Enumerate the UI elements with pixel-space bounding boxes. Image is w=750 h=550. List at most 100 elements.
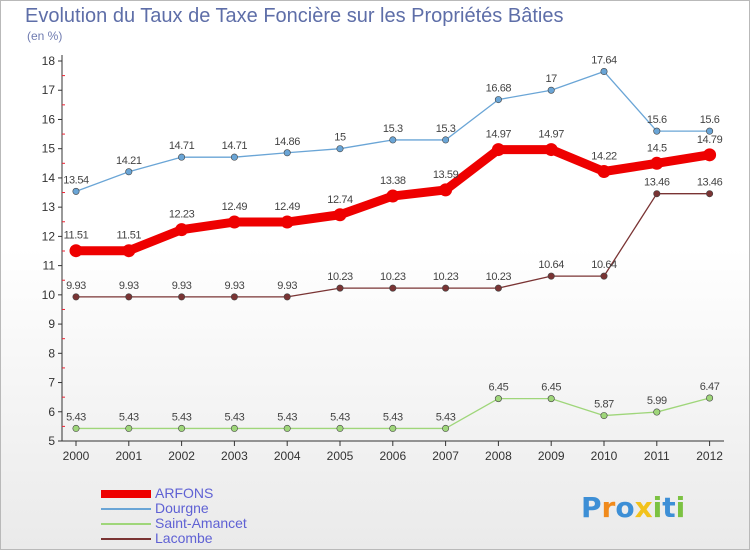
data-point (72, 424, 80, 432)
data-point (547, 272, 555, 280)
data-point (125, 424, 133, 432)
data-point (178, 153, 186, 161)
legend-swatch (101, 523, 151, 525)
data-point (178, 424, 186, 432)
data-label: 14.22 (591, 150, 617, 162)
data-label: 9.93 (66, 280, 86, 292)
data-label: 5.87 (594, 399, 614, 411)
data-point (389, 136, 397, 144)
x-tick-label: 2012 (696, 449, 723, 463)
x-tick-label: 2006 (379, 449, 406, 463)
data-point (283, 293, 291, 301)
x-tick-label: 2003 (221, 449, 248, 463)
data-point (178, 293, 186, 301)
x-tick-label: 2004 (274, 449, 301, 463)
legend-label: Lacombe (155, 530, 213, 546)
logo-letter: x (634, 491, 653, 524)
data-label: 5.43 (66, 411, 86, 423)
data-label: 11.51 (116, 230, 141, 242)
data-point (442, 136, 450, 144)
chart-title: Evolution du Taux de Taxe Foncière sur l… (25, 5, 564, 27)
data-label: 17.64 (591, 55, 617, 67)
data-label: 14.5 (647, 142, 667, 154)
data-point (227, 215, 241, 229)
data-label: 15.3 (383, 123, 403, 135)
data-point (125, 168, 133, 176)
y-tick-label: 7 (48, 376, 55, 390)
data-label: 14.71 (169, 140, 195, 152)
legend-label: Dourgne (155, 500, 209, 516)
logo-letter: r (601, 491, 616, 524)
data-label: 14.71 (222, 140, 248, 152)
x-tick-label: 2010 (591, 449, 618, 463)
data-label: 13.59 (433, 169, 459, 181)
data-point (706, 394, 714, 402)
data-point (706, 127, 714, 135)
legend-swatch (101, 538, 151, 540)
y-tick-label: 10 (42, 288, 56, 302)
y-tick-label: 5 (48, 434, 55, 448)
data-label: 13.38 (380, 175, 406, 187)
data-label: 15.6 (700, 114, 720, 126)
y-tick-label: 17 (42, 83, 56, 97)
data-label: 17 (545, 73, 557, 85)
data-point (230, 293, 238, 301)
data-label: 6.45 (488, 382, 508, 394)
data-point (442, 284, 450, 292)
data-point (494, 395, 502, 403)
data-label: 10.23 (327, 271, 353, 283)
legend-swatch (101, 490, 151, 498)
data-label: 12.74 (327, 194, 353, 206)
y-tick-label: 12 (42, 229, 56, 243)
legend-item-dourgne: Dourgne (101, 500, 321, 516)
data-point (283, 149, 291, 157)
data-point (547, 86, 555, 94)
y-tick-label: 6 (48, 405, 55, 419)
data-label: 14.97 (486, 129, 512, 141)
data-label: 5.43 (277, 411, 297, 423)
data-label: 13.46 (697, 177, 723, 189)
data-point (597, 164, 611, 178)
data-label: 16.68 (486, 83, 512, 95)
data-label: 9.93 (277, 280, 297, 292)
data-label: 15.6 (647, 114, 667, 126)
data-label: 10.64 (538, 259, 564, 271)
data-point (283, 424, 291, 432)
data-point (280, 215, 294, 229)
data-label: 10.23 (380, 271, 406, 283)
legend-label: ARFONS (155, 485, 214, 501)
y-tick-label: 8 (48, 346, 55, 360)
data-label: 5.43 (119, 411, 139, 423)
data-label: 5.43 (330, 411, 350, 423)
data-point (547, 395, 555, 403)
data-label: 5.43 (172, 411, 192, 423)
data-point (389, 284, 397, 292)
data-label: 10.23 (433, 271, 459, 283)
data-point (600, 412, 608, 420)
data-point (653, 127, 661, 135)
data-point (333, 208, 347, 222)
data-point (544, 143, 558, 157)
proxiti-logo: Proxiti (581, 491, 685, 524)
data-point (69, 244, 83, 258)
y-tick-label: 14 (42, 171, 56, 185)
x-tick-label: 2001 (115, 449, 142, 463)
data-label: 10.23 (486, 271, 512, 283)
legend-swatch (101, 508, 151, 510)
data-point (386, 189, 400, 203)
data-label: 12.49 (274, 201, 300, 213)
data-label: 9.93 (119, 280, 139, 292)
data-label: 9.93 (172, 280, 192, 292)
x-tick-label: 2005 (327, 449, 354, 463)
logo-letter: t (662, 491, 676, 524)
y-tick-label: 18 (42, 54, 56, 68)
y-tick-label: 16 (42, 112, 56, 126)
data-point (125, 293, 133, 301)
data-label: 9.93 (224, 280, 244, 292)
data-point (650, 156, 664, 170)
data-point (703, 148, 717, 162)
logo-letter: o (615, 491, 635, 524)
data-label: 14.79 (697, 134, 723, 146)
